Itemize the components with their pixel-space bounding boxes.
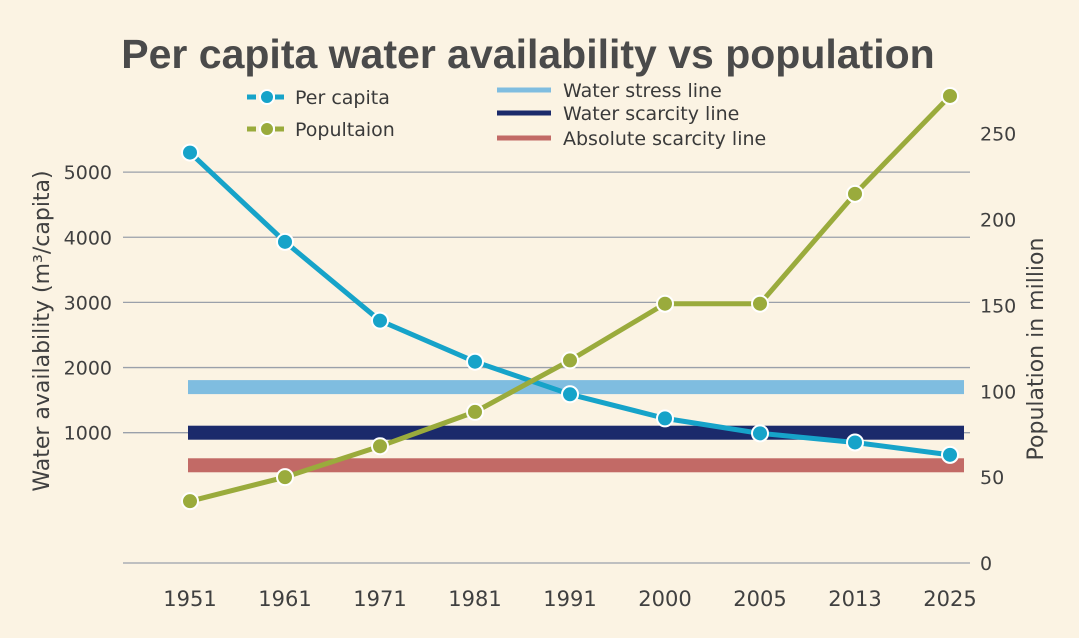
data-point bbox=[941, 445, 959, 464]
y-right-tick-label: 0 bbox=[980, 553, 992, 575]
x-tick-label: 1951 bbox=[163, 587, 216, 611]
x-tick-label: 1971 bbox=[353, 587, 406, 611]
data-point bbox=[656, 294, 674, 313]
y-right-tick-label: 50 bbox=[980, 467, 1004, 489]
data-point bbox=[371, 437, 389, 456]
data-point bbox=[276, 468, 294, 487]
y-right-tick-label: 200 bbox=[980, 210, 1016, 232]
legend-label: Popultaion bbox=[295, 119, 395, 141]
data-point bbox=[561, 351, 579, 370]
legend-label: Absolute scarcity line bbox=[563, 128, 766, 150]
data-point bbox=[466, 352, 484, 371]
legend-label: Water stress line bbox=[563, 80, 722, 102]
axes: 1000 2000 3000 4000 5000 0 50 100 150 200 250 1951 1… bbox=[30, 124, 1049, 611]
legend: Per capita Popultaion Water stress lineWat… bbox=[247, 80, 766, 150]
data-point bbox=[371, 311, 389, 330]
x-tick-label: 2025 bbox=[923, 587, 976, 611]
data-point bbox=[181, 143, 199, 162]
series bbox=[181, 86, 959, 511]
y-left-axis-label: Water availability (m³/capita) bbox=[30, 170, 55, 491]
x-tick-label: 2005 bbox=[733, 587, 786, 611]
x-tick-label: 1961 bbox=[258, 587, 311, 611]
x-tick-label: 2013 bbox=[828, 587, 881, 611]
x-tick-label: 1991 bbox=[543, 587, 596, 611]
legend-label: Water scarcity line bbox=[563, 103, 739, 125]
y-right-tick-label: 150 bbox=[980, 295, 1016, 317]
data-point bbox=[561, 385, 579, 404]
y-right-tick-label: 100 bbox=[980, 381, 1016, 403]
y-left-tick-label: 2000 bbox=[64, 358, 112, 380]
data-point bbox=[656, 409, 674, 428]
series-line bbox=[187, 150, 953, 458]
x-tick-label: 2000 bbox=[638, 587, 691, 611]
data-point bbox=[751, 424, 769, 443]
reference-line bbox=[188, 458, 964, 473]
data-point bbox=[941, 86, 959, 105]
data-point bbox=[846, 433, 864, 452]
y-left-tick-label: 4000 bbox=[64, 227, 112, 249]
y-left-tick-label: 3000 bbox=[64, 292, 112, 314]
legend-marker bbox=[259, 89, 275, 105]
y-right-axis-label: Population in million bbox=[1024, 238, 1049, 461]
data-point bbox=[466, 402, 484, 421]
x-tick-label: 1981 bbox=[448, 587, 501, 611]
legend-marker bbox=[259, 121, 275, 137]
data-point bbox=[276, 232, 294, 251]
y-right-tick-label: 250 bbox=[980, 124, 1016, 146]
data-point bbox=[751, 294, 769, 313]
data-point bbox=[181, 492, 199, 511]
y-left-tick-label: 5000 bbox=[64, 162, 112, 184]
y-left-tick-label: 1000 bbox=[64, 423, 112, 445]
reference-line bbox=[188, 380, 964, 395]
data-point bbox=[846, 184, 864, 203]
grid bbox=[123, 171, 970, 564]
chart-title: Per capita water availability vs populat… bbox=[121, 31, 934, 77]
legend-label: Per capita bbox=[295, 87, 390, 109]
